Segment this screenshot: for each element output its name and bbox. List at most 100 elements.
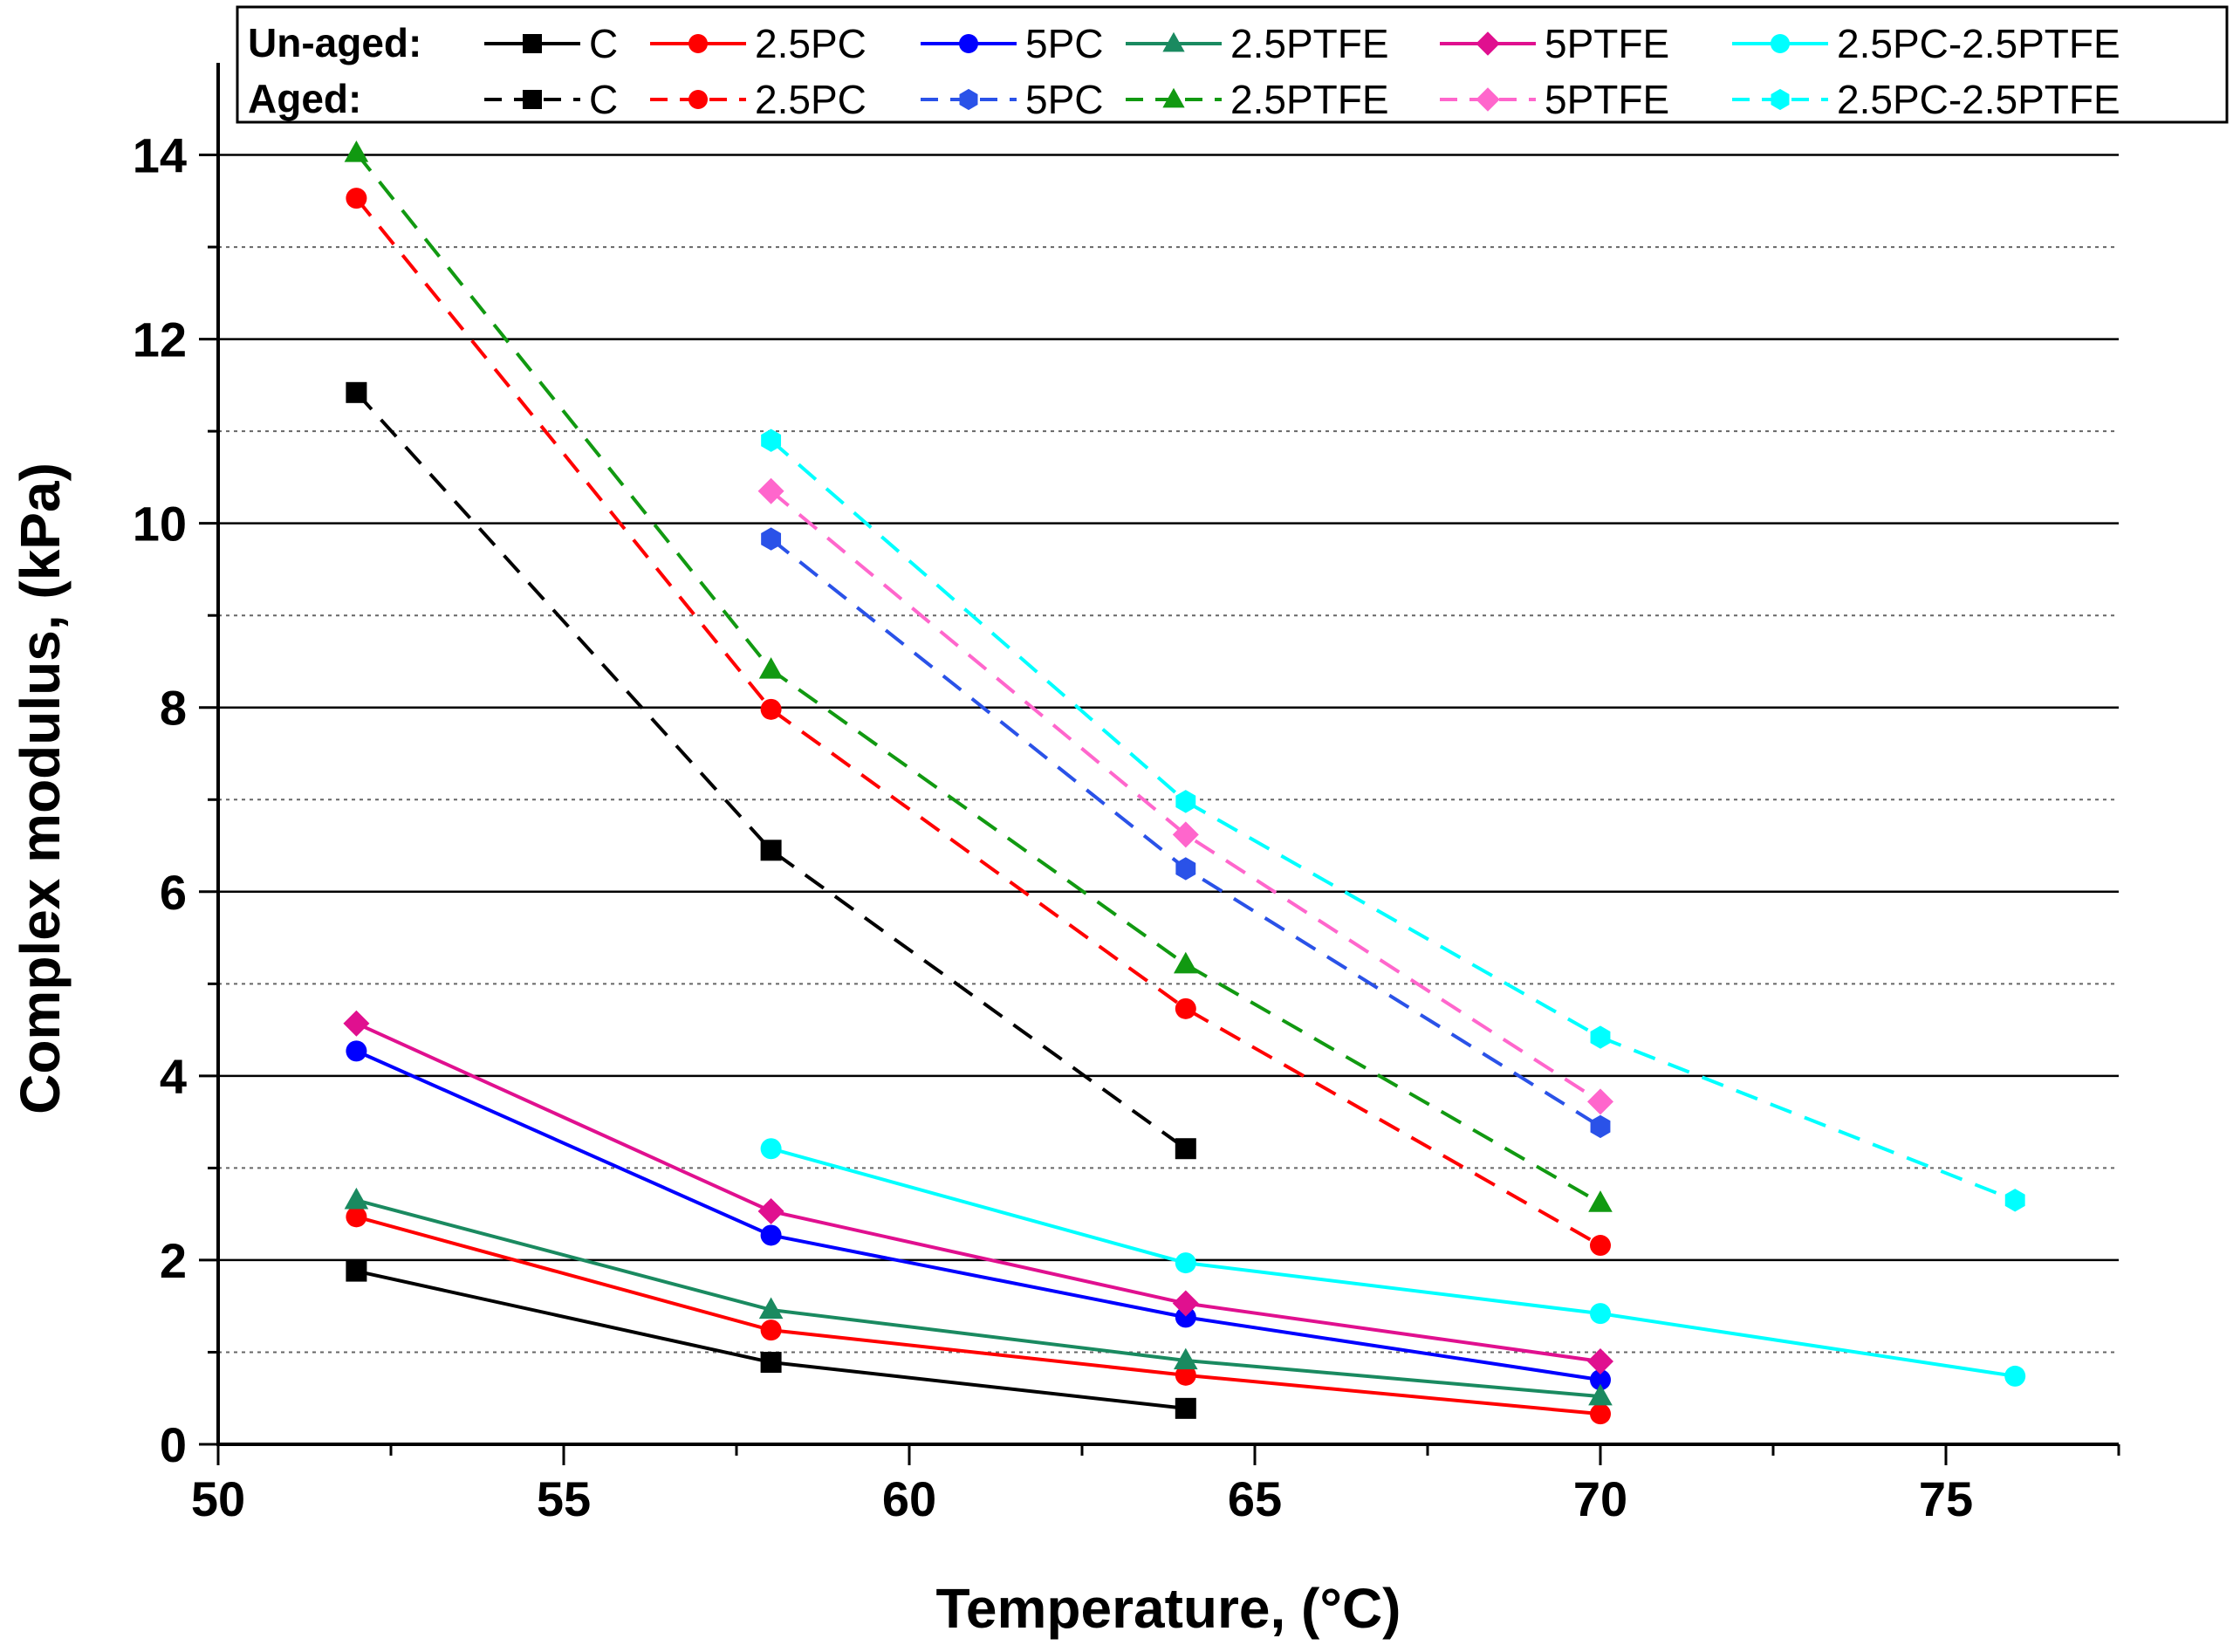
y-tick-label: 14 <box>133 128 187 183</box>
series-aged-2.5PTFE <box>344 141 1613 1212</box>
data-point <box>2004 1365 2026 1387</box>
data-point <box>1175 997 1196 1019</box>
data-point <box>760 698 782 720</box>
series-unaged-C <box>346 1260 1196 1419</box>
y-tick-label: 10 <box>133 497 187 552</box>
series-line <box>770 439 2016 1203</box>
data-point <box>1175 790 1196 813</box>
y-tick-label: 12 <box>133 312 187 367</box>
data-point <box>1590 1369 1611 1391</box>
data-point <box>346 1260 367 1282</box>
data-point <box>959 88 978 111</box>
data-point <box>1175 857 1196 881</box>
series-line <box>355 1049 1601 1382</box>
data-point <box>346 381 367 403</box>
data-point <box>1587 1348 1613 1375</box>
legend-label: C <box>589 21 618 66</box>
legend-label: 5PTFE <box>1545 77 1669 122</box>
data-point <box>1174 1347 1198 1370</box>
series-line <box>354 196 1601 1247</box>
series-aged-C <box>346 381 1196 1160</box>
data-point <box>760 1224 782 1246</box>
legend: Un-aged: Aged: C 2.5PC 5PC 2.5PTFE 5PTFE 2.5PC-… <box>236 5 2229 124</box>
y-tick-label: 6 <box>160 865 187 920</box>
x-tick-label: 55 <box>537 1471 591 1526</box>
y-axis-title: Complex modulus, (kPa) <box>9 463 72 1114</box>
grid <box>218 154 2119 1354</box>
data-point <box>344 141 369 162</box>
data-point <box>1590 1303 1611 1325</box>
data-point <box>688 90 708 109</box>
data-point <box>760 840 782 861</box>
data-point <box>760 1138 782 1160</box>
legend-group-label: Aged: <box>248 76 361 121</box>
data-point <box>1172 1290 1199 1317</box>
data-point <box>760 1320 782 1341</box>
data-point <box>1590 1114 1611 1139</box>
series-aged-2.5PC <box>346 188 1611 1257</box>
data-point <box>1175 1397 1196 1419</box>
data-point <box>760 1352 782 1374</box>
data-point <box>1175 1364 1196 1386</box>
legend-group-label: Un-aged: <box>248 20 421 65</box>
data-point <box>344 1187 369 1210</box>
axes: 0 2 4 6 8 10 12 14 50 55 60 65 70 75 <box>133 63 2120 1526</box>
data-point <box>1590 1235 1611 1257</box>
data-point <box>1174 951 1198 974</box>
data-point <box>959 34 978 53</box>
legend-label: C <box>589 77 618 122</box>
data-point <box>758 657 784 679</box>
x-tick-label: 75 <box>1919 1471 1973 1526</box>
data-point <box>1590 1403 1611 1425</box>
series-unaged-2.5PTFE <box>344 1187 1613 1406</box>
data-point <box>761 527 782 551</box>
legend-label: 2.5PC-2.5PTFE <box>1837 21 2120 66</box>
legend-label: 2.5PTFE <box>1230 21 1389 66</box>
data-point <box>1175 1138 1196 1160</box>
x-tick-label: 50 <box>191 1471 245 1526</box>
data-point <box>2004 1189 2025 1212</box>
data-point <box>1588 1190 1613 1212</box>
data-point <box>1172 821 1199 848</box>
data-point <box>757 477 784 504</box>
y-tick-label: 4 <box>160 1049 187 1104</box>
data-point <box>523 90 542 109</box>
x-tick-label: 70 <box>1573 1471 1627 1526</box>
data-point <box>1175 1252 1196 1274</box>
series-line <box>771 1147 2016 1378</box>
data-point <box>1162 31 1185 52</box>
series-unaged-5PTFE <box>343 1010 1613 1375</box>
data-point <box>346 188 367 209</box>
series-line <box>355 1215 1601 1416</box>
series-aged-5PC <box>761 527 1611 1139</box>
legend-label: 5PC <box>1025 77 1103 122</box>
data-point <box>1162 87 1185 108</box>
data-point <box>523 34 542 53</box>
data-point <box>343 1010 370 1037</box>
y-tick-label: 2 <box>160 1233 187 1288</box>
data-point <box>1175 1306 1196 1328</box>
x-axis-title: Temperature, (°C) <box>936 1577 1401 1640</box>
series-unaged-5PC <box>346 1040 1611 1391</box>
data-point <box>1771 34 1790 53</box>
x-tick-label: 65 <box>1228 1471 1282 1526</box>
legend-label: 2.5PC <box>755 21 867 66</box>
series-aged-5PTFE <box>757 477 1613 1115</box>
legend-label: 5PTFE <box>1545 21 1669 66</box>
x-tick-label: 60 <box>882 1471 936 1526</box>
data-point <box>1587 1088 1613 1115</box>
series-layer <box>343 141 2026 1425</box>
y-tick-label: 0 <box>160 1417 187 1472</box>
legend-label: 2.5PC <box>755 77 867 122</box>
data-point <box>346 1040 367 1062</box>
series-unaged-2.5PC-2.5PTFE <box>760 1138 2026 1387</box>
series-unaged-2.5PC <box>346 1206 1611 1425</box>
data-point <box>761 428 782 452</box>
series-line <box>355 1021 1601 1364</box>
data-point <box>1588 1383 1613 1406</box>
data-point <box>757 1198 784 1225</box>
data-point <box>1476 87 1500 112</box>
series-aged-2.5PC-2.5PTFE <box>761 428 2025 1212</box>
series-line <box>354 152 1601 1205</box>
legend-label: 2.5PC-2.5PTFE <box>1837 77 2120 122</box>
